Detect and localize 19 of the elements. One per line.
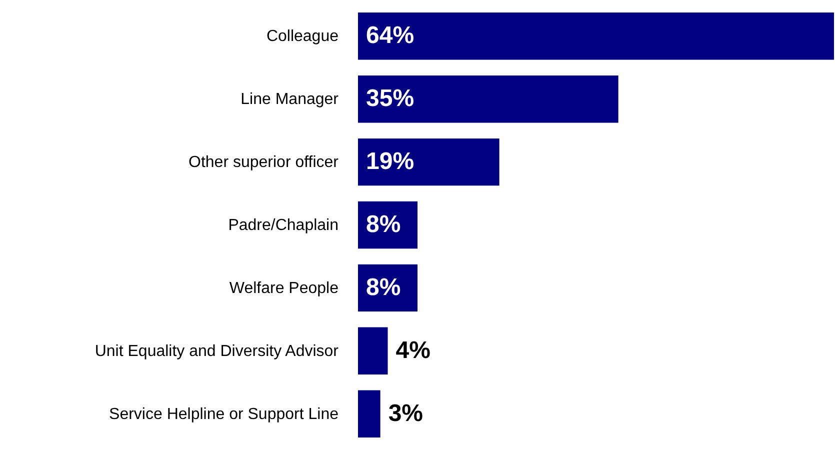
- bar: [358, 138, 500, 186]
- y-tick-label: Colleague: [266, 28, 339, 46]
- data-label: 64%: [366, 22, 414, 50]
- data-label: 8%: [366, 211, 401, 238]
- bar: [358, 76, 618, 123]
- data-label: 35%: [366, 85, 414, 112]
- y-tick-label: Welfare People: [229, 280, 339, 297]
- data-label: 4%: [396, 336, 430, 364]
- data-label: 3%: [388, 400, 423, 427]
- data-label: 8%: [366, 274, 401, 301]
- y-tick-label: Padre/Chaplain: [228, 217, 338, 234]
- y-tick-label: Unit Equality and Diversity Advisor: [94, 342, 340, 360]
- bar: [358, 390, 380, 438]
- y-tick-label: Service Helpline or Support Line: [109, 406, 339, 423]
- data-label: 19%: [366, 148, 414, 176]
- y-tick-label: Other superior officer: [188, 154, 340, 172]
- y-tick-label: Line Manager: [240, 91, 340, 108]
- bar: [358, 327, 388, 374]
- bar: [358, 12, 834, 60]
